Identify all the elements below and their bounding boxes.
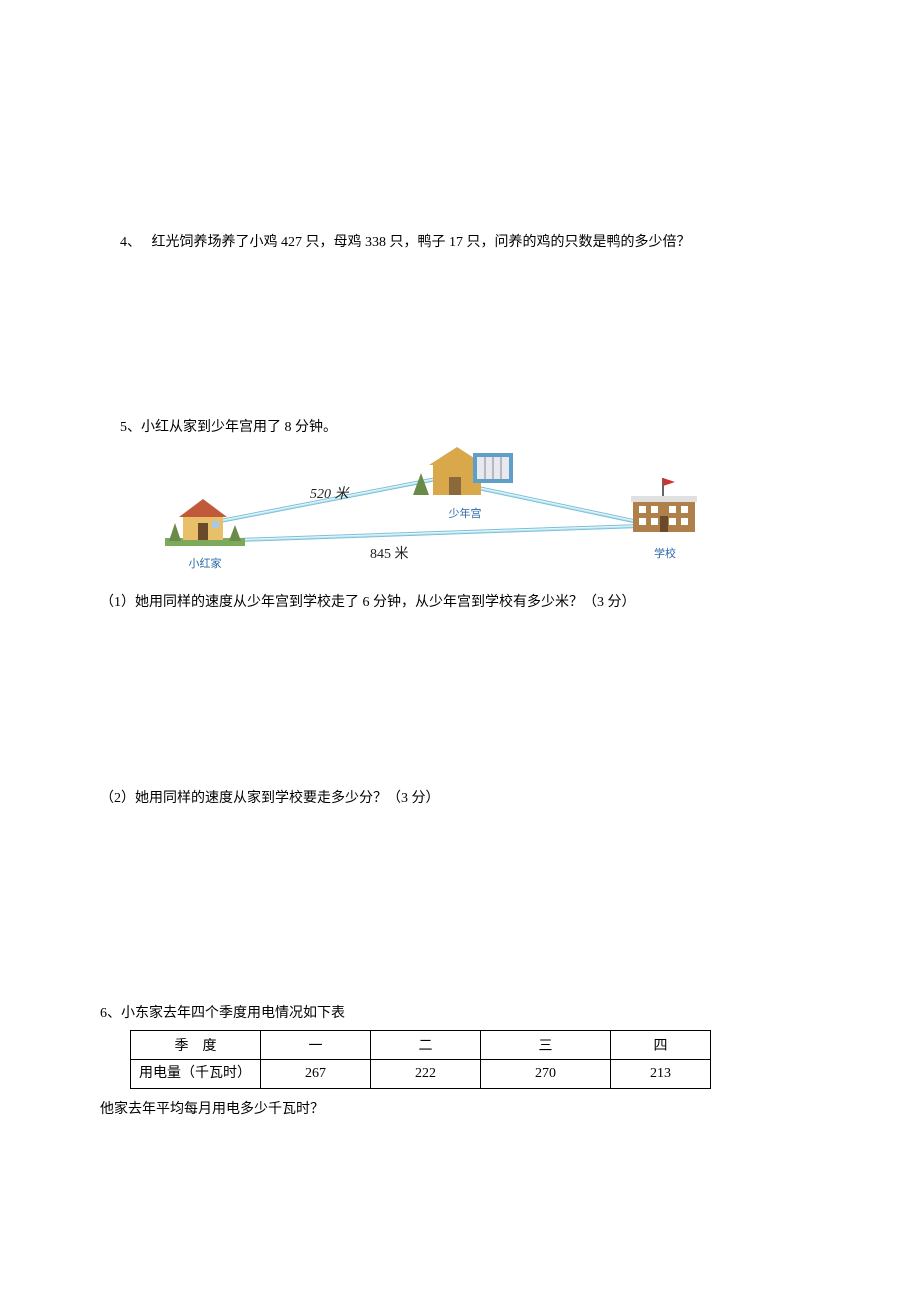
house-icon: 小红家	[160, 493, 250, 571]
td-v1: 267	[261, 1059, 371, 1088]
q4-text: 红光饲养场养了小鸡 427 只，母鸡 338 只，鸭子 17 只，问养的鸡的只数…	[152, 235, 691, 250]
th-q1: 一	[261, 1030, 371, 1059]
th-q3: 三	[481, 1030, 611, 1059]
th-q2: 二	[371, 1030, 481, 1059]
td-v2: 222	[371, 1059, 481, 1088]
td-label: 用电量（千瓦时）	[131, 1059, 261, 1088]
q6-table: 季 度 一 二 三 四 用电量（千瓦时） 267 222 270 213	[130, 1030, 711, 1089]
page-content: 4、 红光饲养场养了小鸡 427 只，母鸡 338 只，鸭子 17 只，问养的鸡…	[0, 0, 920, 1202]
th-q4: 四	[611, 1030, 711, 1059]
dist-house-palace-label: 520 米	[310, 483, 349, 503]
spacer	[100, 616, 820, 786]
q6-followup: 他家去年平均每月用电多少千瓦时？	[100, 1097, 820, 1122]
th-quarter: 季 度	[131, 1030, 261, 1059]
q5-intro: 小红从家到少年宫用了 8 分钟。	[141, 420, 337, 435]
palace-label: 少年宫	[405, 505, 525, 521]
road-house-school	[210, 524, 650, 543]
q5-intro-line: 5、小红从家到少年宫用了 8 分钟。	[100, 415, 820, 440]
question-5: 5、小红从家到少年宫用了 8 分钟。 520 米 845 米	[100, 415, 820, 811]
school-icon: 学校	[620, 476, 710, 561]
q6-number: 6、	[100, 1006, 121, 1021]
spacer	[100, 831, 820, 1001]
q5-part1: （1）她用同样的速度从少年宫到学校走了 6 分钟，从少年宫到学校有多少米？（3 …	[100, 590, 820, 615]
q4-number: 4、	[120, 235, 141, 250]
q5-diagram: 520 米 845 米 小红家	[160, 448, 700, 578]
dist-house-school-label: 845 米	[370, 543, 409, 563]
spacer	[100, 275, 820, 415]
palace-icon: 少年宫	[405, 443, 525, 521]
q6-intro: 小东家去年四个季度用电情况如下表	[121, 1006, 345, 1021]
q5-number: 5、	[120, 420, 141, 435]
question-6: 6、小东家去年四个季度用电情况如下表 季 度 一 二 三 四 用电量（千瓦时） …	[100, 1001, 820, 1122]
td-v3: 270	[481, 1059, 611, 1088]
q4-line: 4、 红光饲养场养了小鸡 427 只，母鸡 338 只，鸭子 17 只，问养的鸡…	[100, 230, 820, 255]
table-data-row: 用电量（千瓦时） 267 222 270 213	[131, 1059, 711, 1088]
school-label: 学校	[620, 545, 710, 561]
q6-intro-line: 6、小东家去年四个季度用电情况如下表	[100, 1001, 820, 1026]
td-v4: 213	[611, 1059, 711, 1088]
q5-part2: （2）她用同样的速度从家到学校要走多少分？（3 分）	[100, 786, 820, 811]
question-4: 4、 红光饲养场养了小鸡 427 只，母鸡 338 只，鸭子 17 只，问养的鸡…	[100, 230, 820, 255]
house-label: 小红家	[160, 555, 250, 571]
table-header-row: 季 度 一 二 三 四	[131, 1030, 711, 1059]
